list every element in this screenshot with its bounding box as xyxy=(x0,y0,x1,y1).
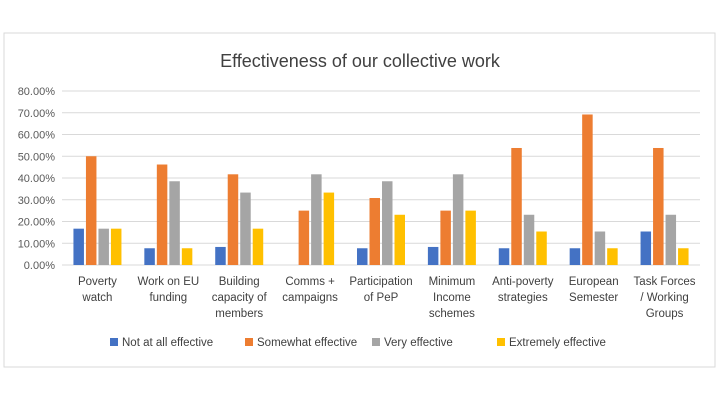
legend-label: Very effective xyxy=(384,337,453,349)
y-tick-label: 0.00% xyxy=(24,260,55,272)
bar xyxy=(653,147,664,265)
x-category-label: Building xyxy=(219,276,260,288)
bar xyxy=(511,147,522,265)
bar xyxy=(678,248,689,265)
bar xyxy=(357,248,368,265)
y-tick-label: 70.00% xyxy=(18,108,56,120)
legend-swatch xyxy=(110,338,118,346)
x-category-label: capacity of xyxy=(212,292,268,304)
x-category-label: Task Forces xyxy=(634,276,696,288)
x-axis-categories: Poverty watch Work on EU funding Building cap… xyxy=(78,276,696,320)
bar xyxy=(215,246,226,265)
bar xyxy=(227,174,239,265)
bar xyxy=(640,231,652,265)
bar xyxy=(440,210,451,265)
gridlines xyxy=(62,90,700,266)
bar xyxy=(523,214,535,265)
x-category-label: Income xyxy=(433,292,471,304)
bar xyxy=(144,248,155,265)
bar xyxy=(536,231,547,265)
bar xyxy=(181,248,193,265)
bar xyxy=(98,228,109,265)
legend-swatch xyxy=(245,338,253,346)
x-category-label: schemes xyxy=(429,308,475,320)
bar xyxy=(110,228,122,265)
y-tick-label: 30.00% xyxy=(18,195,56,207)
bar xyxy=(594,231,606,265)
x-category-label: Semester xyxy=(569,292,618,304)
bar xyxy=(85,156,97,265)
x-category-label: Work on EU xyxy=(137,276,199,288)
bar xyxy=(323,192,335,265)
bar xyxy=(382,181,393,265)
x-category-label: Minimum xyxy=(429,276,476,288)
y-tick-label: 80.00% xyxy=(18,86,56,98)
x-category-label: watch xyxy=(81,292,112,304)
bars xyxy=(73,114,689,266)
bar xyxy=(240,192,251,265)
bar xyxy=(665,214,677,265)
legend-swatch xyxy=(372,338,380,346)
x-category-label: Participation xyxy=(349,276,412,288)
chart-title: Effectiveness of our collective work xyxy=(220,51,501,71)
x-category-label: Anti-poverty xyxy=(492,276,554,288)
bar xyxy=(369,198,380,265)
x-category-label: Comms + xyxy=(285,276,335,288)
legend-swatch xyxy=(497,338,505,346)
bar xyxy=(582,114,593,266)
bar xyxy=(452,174,464,265)
bar xyxy=(394,214,405,265)
bar xyxy=(156,164,168,265)
x-category-label: European xyxy=(569,276,619,288)
bar xyxy=(465,210,476,265)
y-tick-label: 10.00% xyxy=(18,238,56,250)
y-tick-label: 40.00% xyxy=(18,173,56,185)
bar xyxy=(311,174,322,265)
bar xyxy=(569,248,581,265)
x-category-label: funding xyxy=(149,292,187,304)
bar xyxy=(169,181,180,265)
x-category-label: members xyxy=(215,308,263,320)
x-category-label: Groups xyxy=(646,308,684,320)
x-category-label: strategies xyxy=(498,292,548,304)
y-tick-label: 20.00% xyxy=(18,217,56,229)
y-axis-ticks: 0.00% 10.00% 20.00% 30.00% 40.00% 50.00% 60.00… xyxy=(18,86,56,272)
bar xyxy=(427,246,439,265)
legend-label: Extremely effective xyxy=(509,337,606,349)
bar xyxy=(73,228,84,265)
bar xyxy=(252,228,264,265)
x-category-label: / Working xyxy=(640,292,688,304)
x-category-label: campaigns xyxy=(282,292,338,304)
y-tick-label: 60.00% xyxy=(18,130,56,142)
bar xyxy=(298,210,310,265)
x-category-label: of PeP xyxy=(364,292,399,304)
legend-label: Somewhat effective xyxy=(257,337,357,349)
legend-label: Not at all effective xyxy=(122,337,213,349)
x-category-label: Poverty xyxy=(78,276,117,288)
y-tick-label: 50.00% xyxy=(18,151,56,163)
bar xyxy=(498,248,510,265)
legend: Not at all effective Somewhat effective Ve… xyxy=(110,337,606,349)
bar xyxy=(607,248,618,265)
